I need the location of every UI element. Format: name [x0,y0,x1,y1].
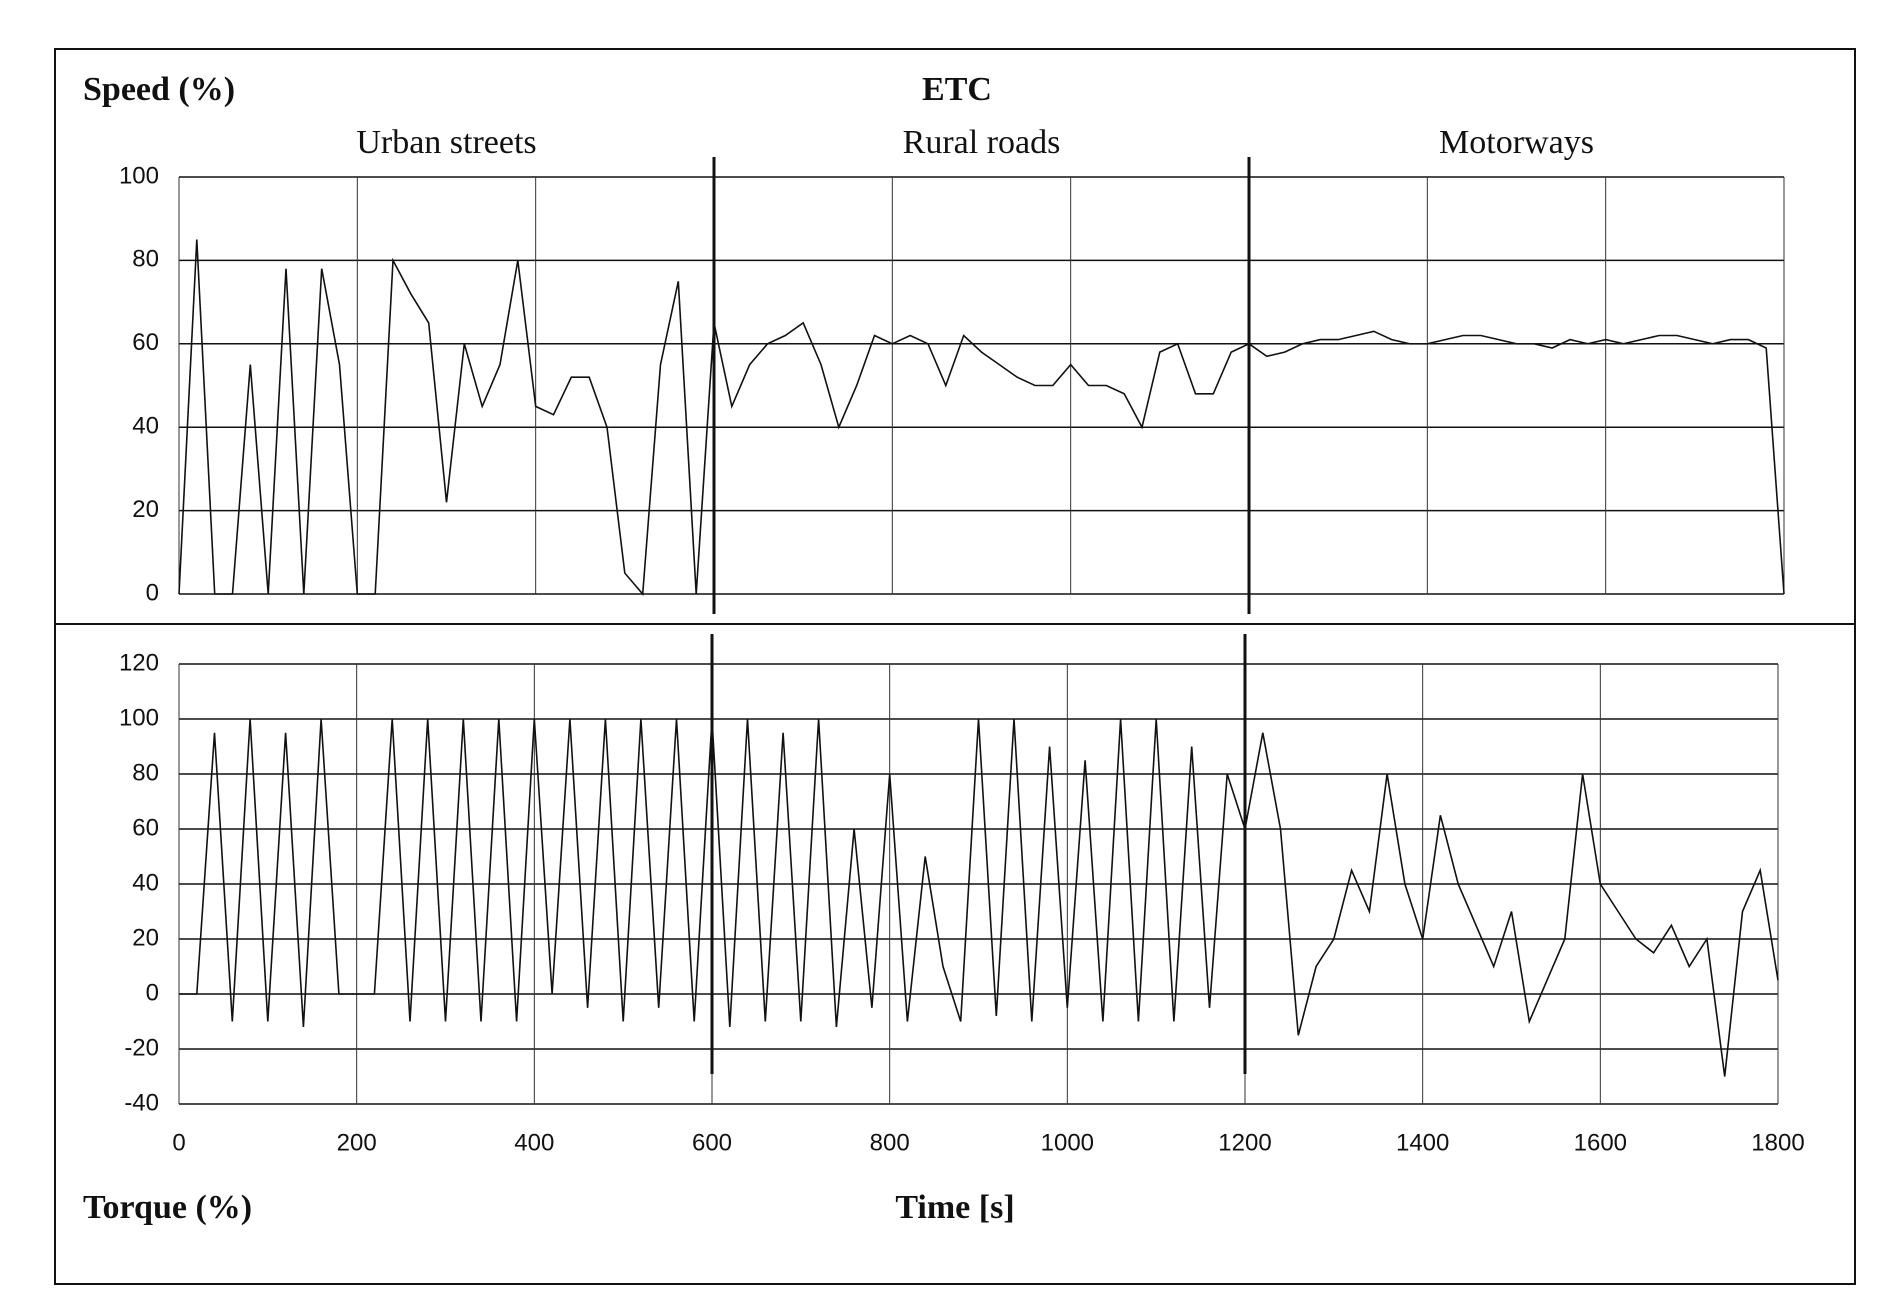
x-tick-label: 1200 [1218,1129,1271,1156]
y-tick-label: 60 [132,329,159,356]
data-line [179,718,1779,1077]
x-tick-label: 200 [337,1129,377,1156]
data-line [178,239,1785,596]
y-tick-label: 100 [119,162,159,189]
y-tick-label: -40 [124,1089,159,1116]
x-tick-label: 1400 [1396,1129,1449,1156]
y-tick-label: 80 [132,759,159,786]
y-tick-label: 120 [119,649,159,676]
x-tick-label: 800 [870,1129,910,1156]
y-tick-label: 40 [132,413,159,440]
chart-title: ETC [922,71,992,108]
y-tick-label: 60 [132,814,159,841]
x-tick-label: 1600 [1574,1129,1627,1156]
x-axis-label: Time [s] [895,1189,1014,1226]
x-tick-label: 1800 [1751,1129,1804,1156]
y-tick-label: 80 [132,246,159,273]
x-tick-label: 0 [172,1129,185,1156]
x-tick-label: 1000 [1041,1129,1094,1156]
x-tick-label: 600 [692,1129,732,1156]
section-label: Rural roads [903,124,1061,161]
y-tick-label: 20 [132,496,159,523]
section-label: Motorways [1439,124,1594,161]
y-tick-label: 0 [146,579,159,606]
frame [54,48,1856,1285]
y-axis-label: Speed (%) [83,71,235,108]
y-tick-label: 0 [146,979,159,1006]
y-axis-label: Torque (%) [83,1189,252,1226]
y-tick-label: -20 [124,1034,159,1061]
x-tick-label: 400 [514,1129,554,1156]
y-tick-label: 20 [132,924,159,951]
y-tick-label: 100 [119,704,159,731]
section-label: Urban streets [356,124,536,161]
y-tick-label: 40 [132,869,159,896]
